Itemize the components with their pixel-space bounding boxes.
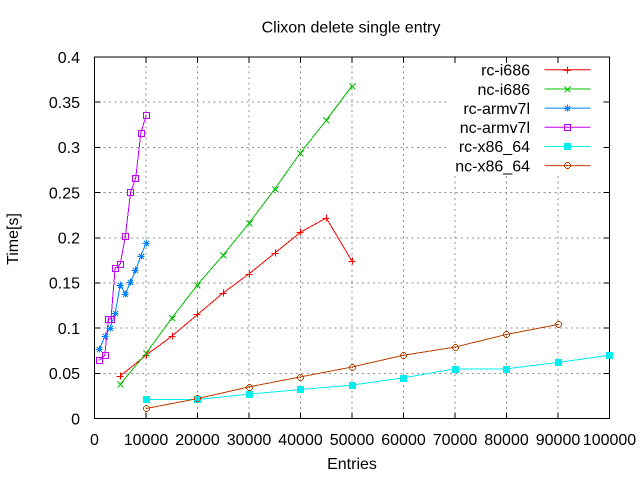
svg-text:0.3: 0.3 xyxy=(58,140,80,157)
svg-text:rc-i686: rc-i686 xyxy=(481,63,530,80)
svg-text:0.15: 0.15 xyxy=(49,276,80,293)
svg-text:10000: 10000 xyxy=(124,432,169,449)
svg-text:Clixon delete single entry: Clixon delete single entry xyxy=(262,20,441,37)
svg-text:40000: 40000 xyxy=(278,432,323,449)
svg-text:rc-x86_64: rc-x86_64 xyxy=(459,139,530,156)
svg-text:0.05: 0.05 xyxy=(49,366,80,383)
svg-text:0.35: 0.35 xyxy=(49,95,80,112)
svg-text:0.1: 0.1 xyxy=(58,321,80,338)
svg-text:80000: 80000 xyxy=(484,432,529,449)
svg-text:0.25: 0.25 xyxy=(49,185,80,202)
svg-text:50000: 50000 xyxy=(330,432,375,449)
svg-text:90000: 90000 xyxy=(536,432,581,449)
svg-text:Time[s]: Time[s] xyxy=(5,213,22,265)
svg-text:60000: 60000 xyxy=(381,432,426,449)
svg-text:rc-armv7l: rc-armv7l xyxy=(463,101,530,118)
svg-text:70000: 70000 xyxy=(433,432,478,449)
svg-text:nc-i686: nc-i686 xyxy=(478,82,531,99)
svg-text:0.2: 0.2 xyxy=(58,231,80,248)
svg-text:Entries: Entries xyxy=(327,456,377,473)
svg-text:0.4: 0.4 xyxy=(58,50,80,67)
svg-text:30000: 30000 xyxy=(227,432,272,449)
svg-text:nc-armv7l: nc-armv7l xyxy=(460,120,530,137)
svg-text:0: 0 xyxy=(71,411,80,428)
svg-text:nc-x86_64: nc-x86_64 xyxy=(455,158,530,175)
svg-text:100000: 100000 xyxy=(583,432,636,449)
svg-text:20000: 20000 xyxy=(175,432,220,449)
svg-text:0: 0 xyxy=(90,432,99,449)
